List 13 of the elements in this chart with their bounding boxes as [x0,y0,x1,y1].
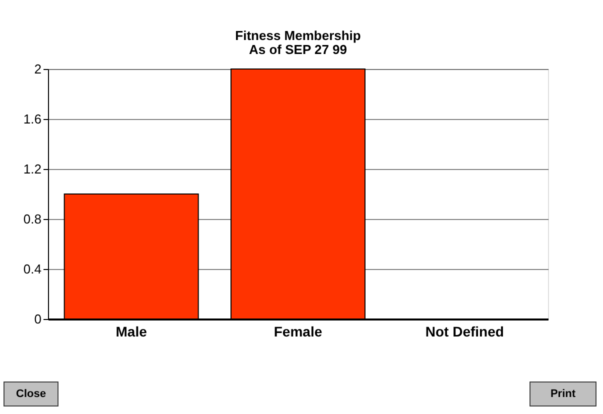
x-tick-label: Not Defined [425,324,504,340]
y-tick-label: 1.2 [23,162,42,176]
y-tick-label: 0.8 [23,212,42,226]
chart-title: Fitness Membership [235,28,361,43]
y-tick-label: 2 [34,62,42,76]
x-tick-label: Female [274,324,322,340]
x-tick-label: Male [116,324,148,340]
text: Print [550,388,576,400]
text: Close [16,388,46,400]
y-tick-label: 0 [34,312,42,326]
y-tick-label: 1.6 [23,112,42,126]
y-tick-label: 0.4 [23,262,42,276]
chart-subtitle: As of SEP 27 99 [248,42,348,57]
